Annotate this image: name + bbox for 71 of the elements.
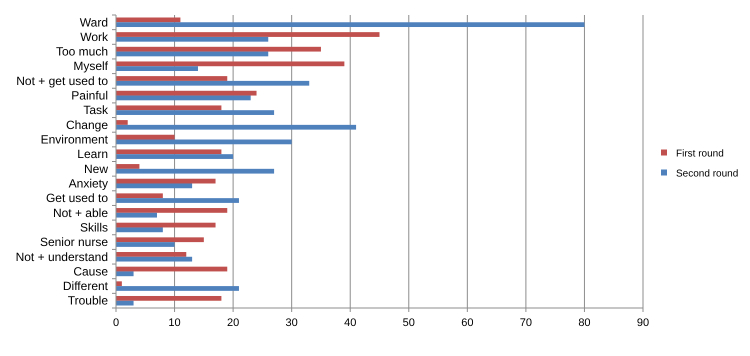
bar — [116, 178, 216, 184]
y-tick-label: Work — [80, 30, 109, 44]
y-tick-label: Task — [83, 103, 109, 118]
x-tick-label: 0 — [112, 317, 120, 329]
bar — [116, 193, 163, 198]
legend-label: Second round — [676, 168, 738, 180]
x-tick-label: 90 — [636, 317, 650, 329]
y-tick-label: Get used to — [46, 191, 108, 206]
y-tick-label: Anxiety — [68, 176, 108, 190]
bar — [116, 124, 356, 130]
bar — [116, 36, 268, 42]
y-tick-label: Not + get used to — [16, 74, 108, 88]
y-tick-label: Cause — [73, 264, 108, 278]
bar — [116, 256, 192, 262]
y-tick-label: Ward — [80, 15, 108, 30]
y-tick-label: Too much — [56, 44, 108, 59]
x-tick-label: 80 — [578, 317, 591, 329]
bar — [116, 296, 222, 301]
x-tick-label: 20 — [226, 317, 240, 329]
y-tick-label: Not + able — [52, 206, 108, 220]
bar — [116, 90, 257, 96]
y-tick-label: Senior nurse — [40, 235, 108, 250]
bar — [116, 22, 584, 28]
bar — [116, 183, 192, 188]
bar — [116, 242, 175, 247]
bar — [116, 300, 134, 306]
y-tick-label: Myself — [73, 59, 109, 74]
bar — [116, 154, 234, 159]
bar — [116, 80, 310, 86]
bar — [116, 17, 180, 22]
bar — [116, 237, 204, 242]
bar — [116, 61, 344, 66]
y-tick-label: Trouble — [68, 294, 108, 308]
bar — [116, 149, 222, 154]
bar — [116, 222, 216, 228]
y-tick-label: Not + understand — [16, 250, 108, 264]
x-tick-label: 70 — [520, 317, 532, 329]
bar — [116, 252, 186, 257]
bar — [116, 52, 268, 56]
legend-label: First round — [676, 148, 724, 160]
y-tick-label: Painful — [71, 88, 108, 103]
bar — [116, 120, 128, 125]
y-tick-label: Different — [62, 279, 109, 294]
y-tick-label: Learn — [77, 147, 108, 162]
bar — [116, 198, 239, 203]
bar — [116, 227, 163, 232]
x-tick-label: 10 — [168, 317, 181, 329]
x-tick-label: 60 — [461, 317, 474, 329]
x-tick-label: 50 — [402, 317, 415, 329]
bar — [116, 286, 239, 291]
x-tick-label: 40 — [344, 317, 356, 329]
bar — [116, 105, 222, 110]
bar — [116, 76, 228, 81]
bar — [116, 66, 198, 71]
y-tick-label: New — [84, 162, 108, 176]
bar — [116, 168, 274, 174]
bar — [116, 110, 274, 115]
bar — [116, 140, 292, 144]
bar — [116, 208, 228, 213]
bar — [116, 266, 228, 272]
y-tick-label: Skills — [80, 220, 108, 234]
bar — [116, 96, 251, 100]
bar — [116, 271, 134, 276]
bar — [116, 134, 175, 140]
y-tick-label: Change — [66, 118, 108, 132]
bar — [116, 164, 140, 169]
y-tick-label: Environment — [40, 132, 109, 147]
bar — [116, 46, 321, 52]
bar — [116, 212, 157, 218]
x-tick-label: 30 — [286, 317, 298, 329]
bar — [116, 32, 380, 37]
